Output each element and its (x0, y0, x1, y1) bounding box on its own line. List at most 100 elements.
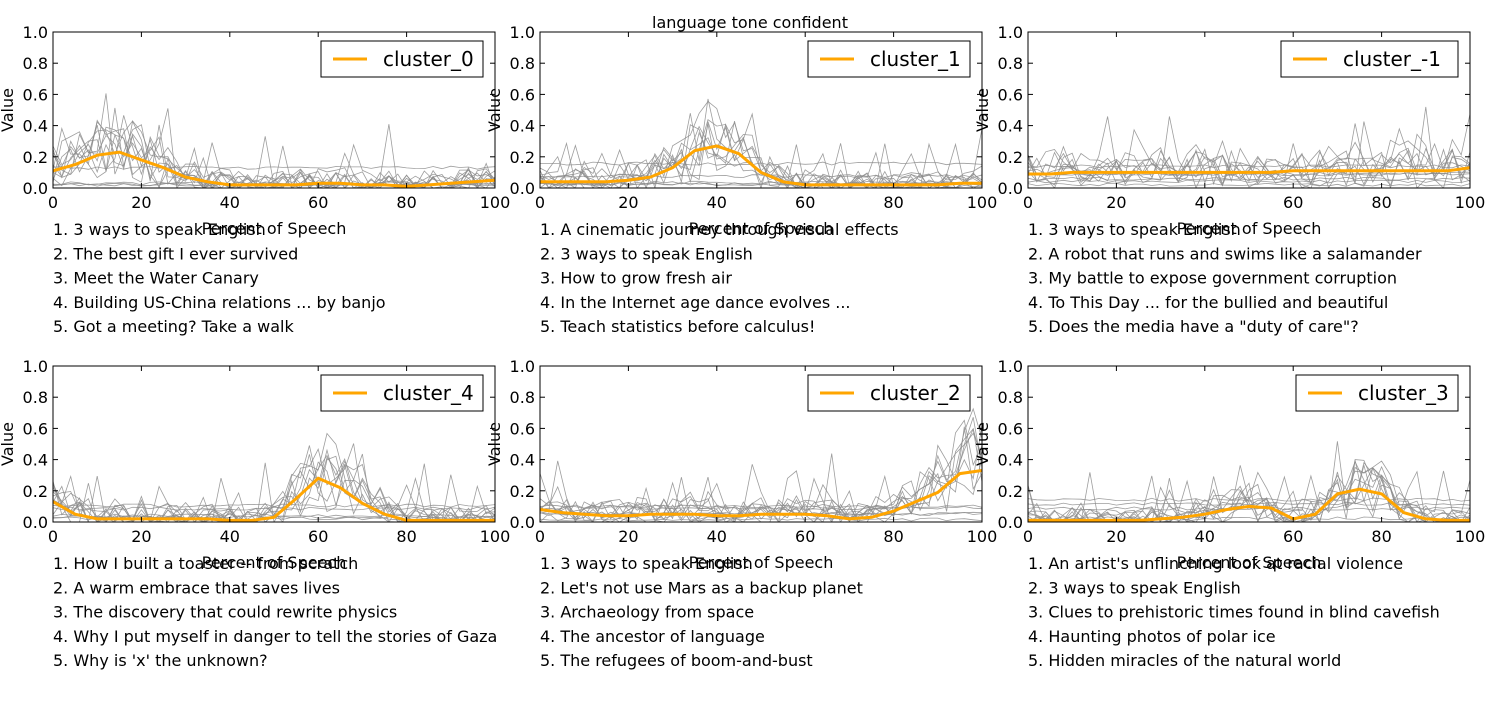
talk-trace (53, 455, 495, 522)
x-tick-label: 0 (1023, 193, 1033, 212)
talk-trace (53, 432, 495, 522)
x-tick-label: 80 (883, 193, 903, 212)
background-traces (540, 407, 982, 522)
y-tick-label: 0.2 (510, 148, 535, 167)
x-tick-label: 20 (131, 193, 151, 212)
chart-panel-5: 0 20 40 60 80 100 0.0 0.2 0.4 0.6 0.8 1.0 Value clust… (973, 357, 1485, 670)
y-tick-label: 0.4 (23, 451, 48, 470)
y-tick-label: 1.0 (998, 357, 1023, 376)
x-tick-label: 40 (220, 193, 240, 212)
x-tick-label: 80 (396, 193, 416, 212)
series-line-cluster_-1 (1028, 166, 1470, 176)
talk-trace (53, 165, 495, 170)
talk-trace (53, 456, 495, 522)
y-tick-label: 0.6 (510, 85, 535, 104)
axes-frame (1027, 365, 1471, 523)
x-tick-label: 0 (1023, 527, 1033, 546)
x-tick-label: 20 (1106, 527, 1126, 546)
x-tick-label: 60 (1283, 527, 1303, 546)
y-axis-label: Value (485, 422, 504, 466)
x-tick-label: 40 (220, 527, 240, 546)
legend-label: cluster_4 (383, 381, 474, 405)
x-tick-label: 100 (480, 527, 511, 546)
background-traces (1028, 106, 1470, 188)
y-axis-label: Value (485, 88, 504, 132)
x-tick-label: 0 (535, 193, 545, 212)
talk-item: 2. Let's not use Mars as a backup planet (540, 578, 863, 597)
talk-trace (53, 461, 495, 522)
x-tick-label: 80 (1371, 527, 1391, 546)
talk-trace (540, 426, 982, 522)
y-tick-label: 0.4 (998, 451, 1023, 470)
talk-trace (53, 454, 495, 522)
series-line-cluster_0 (53, 150, 495, 188)
talk-trace (53, 503, 495, 508)
x-tick-label: 100 (1455, 193, 1486, 212)
talk-item: 3. My battle to expose government corrup… (1028, 269, 1397, 288)
x-tick-label: 40 (707, 193, 727, 212)
y-tick-label: 0.6 (998, 85, 1023, 104)
talk-item: 1. 3 ways to speak English (1028, 220, 1241, 239)
y-axis-label: Value (973, 422, 992, 466)
y-tick-label: 0.0 (998, 179, 1023, 198)
y-tick-label: 0.8 (998, 54, 1023, 73)
axes-frame (1027, 31, 1471, 189)
x-tick-label: 60 (795, 193, 815, 212)
x-tick-label: 60 (1283, 193, 1303, 212)
y-tick-label: 0.0 (23, 179, 48, 198)
talk-item: 3. How to grow fresh air (540, 269, 732, 288)
background-traces (53, 432, 495, 522)
x-axis-label: Percent of Speech (1177, 553, 1322, 572)
x-tick-label: 0 (535, 527, 545, 546)
talk-trace (540, 161, 982, 166)
legend-label: cluster_0 (383, 47, 474, 71)
y-tick-label: 1.0 (510, 357, 535, 376)
y-tick-label: 1.0 (510, 23, 535, 42)
talk-trace (1028, 516, 1470, 521)
x-tick-label: 100 (1455, 527, 1486, 546)
y-tick-label: 0.8 (23, 388, 48, 407)
talk-item: 4. The ancestor of language (540, 627, 765, 646)
y-tick-label: 1.0 (23, 357, 48, 376)
talk-trace (540, 427, 982, 522)
y-tick-label: 0.2 (510, 482, 535, 501)
y-tick-label: 0.4 (23, 117, 48, 136)
y-tick-label: 0.2 (998, 482, 1023, 501)
y-tick-label: 0.6 (23, 85, 48, 104)
background-traces (53, 93, 495, 188)
talk-trace (1028, 164, 1470, 169)
talk-trace (53, 453, 495, 522)
talk-item: 5. Hidden miracles of the natural world (1028, 651, 1341, 670)
talk-list: 1. 3 ways to speak English 2. A robot tha… (1028, 220, 1422, 336)
x-tick-label: 40 (1195, 193, 1215, 212)
y-tick-label: 1.0 (23, 23, 48, 42)
y-tick-label: 0.2 (23, 482, 48, 501)
x-tick-label: 60 (308, 527, 328, 546)
talk-trace (53, 108, 495, 188)
talk-item: 5. Why is 'x' the unknown? (53, 651, 268, 670)
y-axis-label: Value (973, 88, 992, 132)
talk-item: 1. 3 ways to speak English (540, 554, 753, 573)
legend-box (320, 40, 484, 78)
x-axis-label: Percent of Speech (202, 553, 347, 572)
legend: cluster_0 (320, 40, 484, 78)
background-traces (1028, 441, 1470, 522)
legend-label: cluster_3 (1358, 381, 1449, 405)
talk-trace (1028, 113, 1470, 185)
y-tick-label: 0.4 (510, 117, 535, 136)
talk-item: 4. To This Day ... for the bullied and b… (1028, 293, 1388, 312)
legend-label: cluster_1 (870, 47, 961, 71)
talk-list: 1. 3 ways to speak English 2. Let's not u… (540, 554, 863, 670)
talk-item: 2. The best gift I ever survived (53, 244, 298, 263)
y-tick-label: 0.6 (998, 419, 1023, 438)
talk-list: 1. How I built a toaster -- from scratch… (53, 554, 497, 670)
y-tick-label: 0.8 (998, 388, 1023, 407)
talk-item: 5. Got a meeting? Take a walk (53, 317, 294, 336)
talk-list: 1. 3 ways to speak English 2. The best gi… (53, 220, 386, 336)
x-tick-label: 0 (48, 193, 58, 212)
talk-trace (53, 107, 495, 188)
talk-item: 3. Clues to prehistoric times found in b… (1028, 603, 1440, 622)
talk-trace (53, 443, 495, 522)
x-tick-label: 20 (618, 193, 638, 212)
talk-list: 1. An artist's unflinching look at racia… (1028, 554, 1440, 670)
